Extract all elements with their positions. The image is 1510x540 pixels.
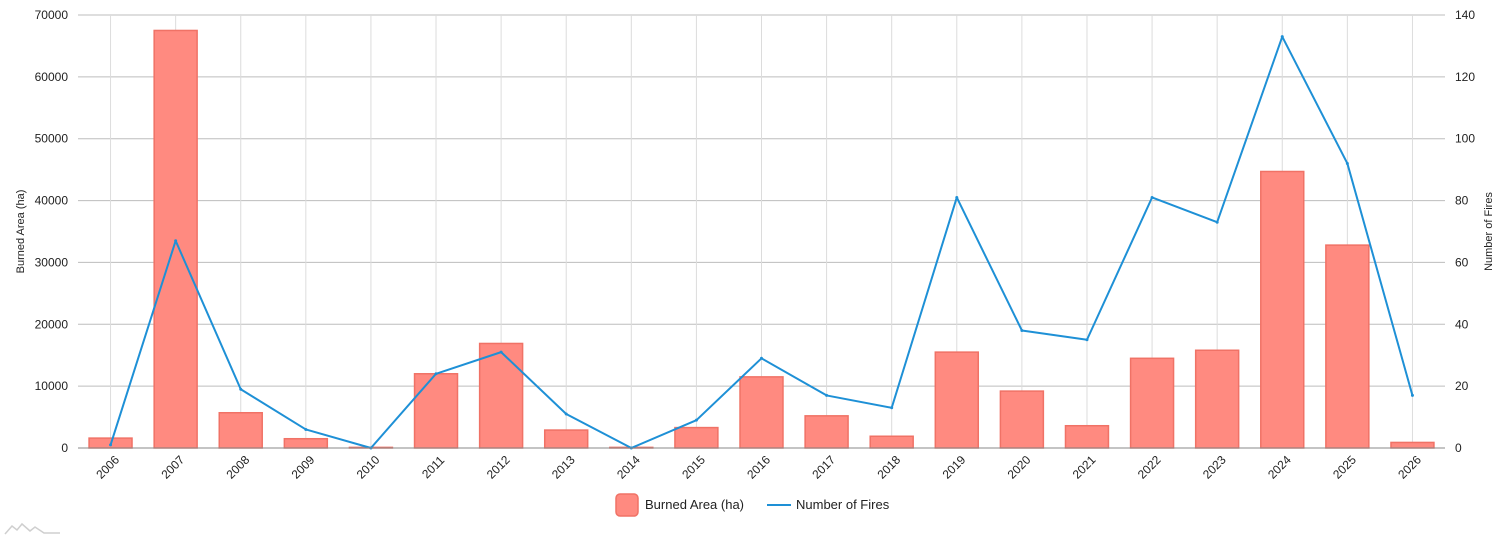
bar <box>934 351 980 449</box>
bar <box>283 437 329 449</box>
x-tick-label: 2006 <box>93 453 122 482</box>
chart-mountain-icon <box>4 522 60 535</box>
x-tick-label: 2019 <box>940 453 969 482</box>
bar <box>1260 170 1305 449</box>
line-point <box>825 393 829 397</box>
y-tick-label-left: 20000 <box>35 317 69 331</box>
line-point <box>1345 161 1349 165</box>
line-point <box>760 356 763 360</box>
bar <box>869 435 914 449</box>
line-point <box>1150 195 1154 199</box>
y-tick-label-right: 0 <box>1455 441 1462 455</box>
bar <box>1390 441 1435 449</box>
x-tick-label: 2021 <box>1070 453 1099 482</box>
x-tick-label: 2014 <box>614 453 643 482</box>
x-tick-label: 2024 <box>1265 453 1294 482</box>
line-point <box>694 418 698 422</box>
y-tick-label-left: 40000 <box>35 194 69 208</box>
line-point <box>1085 338 1089 342</box>
legend-label-burned-area: Burned Area (ha) <box>645 497 744 512</box>
line-point <box>564 412 568 416</box>
y-tick-label-left: 60000 <box>35 70 69 84</box>
y-axis-title-right: Number of Fires <box>1483 192 1495 271</box>
line-point <box>304 427 308 431</box>
bar <box>413 373 459 449</box>
y-tick-label-left: 10000 <box>35 379 69 393</box>
x-tick-label: 2013 <box>549 453 578 482</box>
x-tick-label: 2008 <box>224 453 253 482</box>
y-tick-label-left: 30000 <box>35 255 69 269</box>
x-tick-label: 2010 <box>354 453 383 482</box>
legend-label-number-of-fires: Number of Fires <box>796 497 890 512</box>
bar <box>1194 349 1240 449</box>
x-tick-label: 2023 <box>1200 453 1229 482</box>
line-point <box>434 372 438 376</box>
legend: Burned Area (ha) Number of Fires <box>615 493 890 517</box>
x-tick-label: 2011 <box>419 453 447 481</box>
y-tick-label-right: 80 <box>1455 194 1469 208</box>
line-point <box>499 350 503 354</box>
bar <box>1129 357 1175 449</box>
y-tick-label-right: 40 <box>1455 317 1469 331</box>
y-tick-label-right: 120 <box>1455 70 1475 84</box>
x-tick-label: 2012 <box>484 453 513 482</box>
line-point <box>890 406 894 410</box>
bar <box>804 415 849 449</box>
line-point <box>109 443 113 447</box>
line-point <box>955 195 959 199</box>
line-point <box>1410 393 1414 397</box>
x-tick-label: 2018 <box>874 453 903 482</box>
bar <box>1325 244 1370 449</box>
line-point <box>1020 328 1024 332</box>
line-point <box>174 239 178 243</box>
x-tick-label: 2025 <box>1330 453 1359 482</box>
y-tick-label-right: 60 <box>1455 255 1469 269</box>
legend-swatch-burned-area <box>615 493 639 517</box>
bar <box>674 426 719 449</box>
y-axis-title-left: Burned Area (ha) <box>15 190 27 274</box>
y-tick-label-left: 0 <box>61 441 68 455</box>
x-tick-label: 2026 <box>1395 453 1424 482</box>
x-tick-label: 2016 <box>744 453 773 482</box>
bar <box>478 342 524 449</box>
bar <box>739 376 784 449</box>
x-tick-label: 2020 <box>1005 453 1034 482</box>
y-tick-label-left: 70000 <box>35 8 69 22</box>
bar <box>218 411 263 449</box>
x-tick-label: 2017 <box>809 453 838 482</box>
line-series <box>109 35 1414 450</box>
x-tick-label: 2007 <box>158 453 187 482</box>
line-point <box>1215 220 1219 224</box>
y-tick-label-right: 20 <box>1455 379 1469 393</box>
bar <box>999 390 1045 449</box>
bar <box>1064 424 1110 449</box>
bar <box>543 429 589 449</box>
line-point <box>239 387 243 391</box>
x-tick-label: 2009 <box>289 453 318 482</box>
y-tick-label-right: 140 <box>1455 8 1475 22</box>
y-tick-label-left: 50000 <box>35 132 69 146</box>
bar <box>153 29 198 449</box>
x-tick-label: 2015 <box>679 453 708 482</box>
line-point <box>1280 35 1284 39</box>
bar-series <box>88 29 1435 449</box>
x-tick-label: 2022 <box>1135 453 1164 482</box>
y-tick-label-right: 100 <box>1455 132 1475 146</box>
